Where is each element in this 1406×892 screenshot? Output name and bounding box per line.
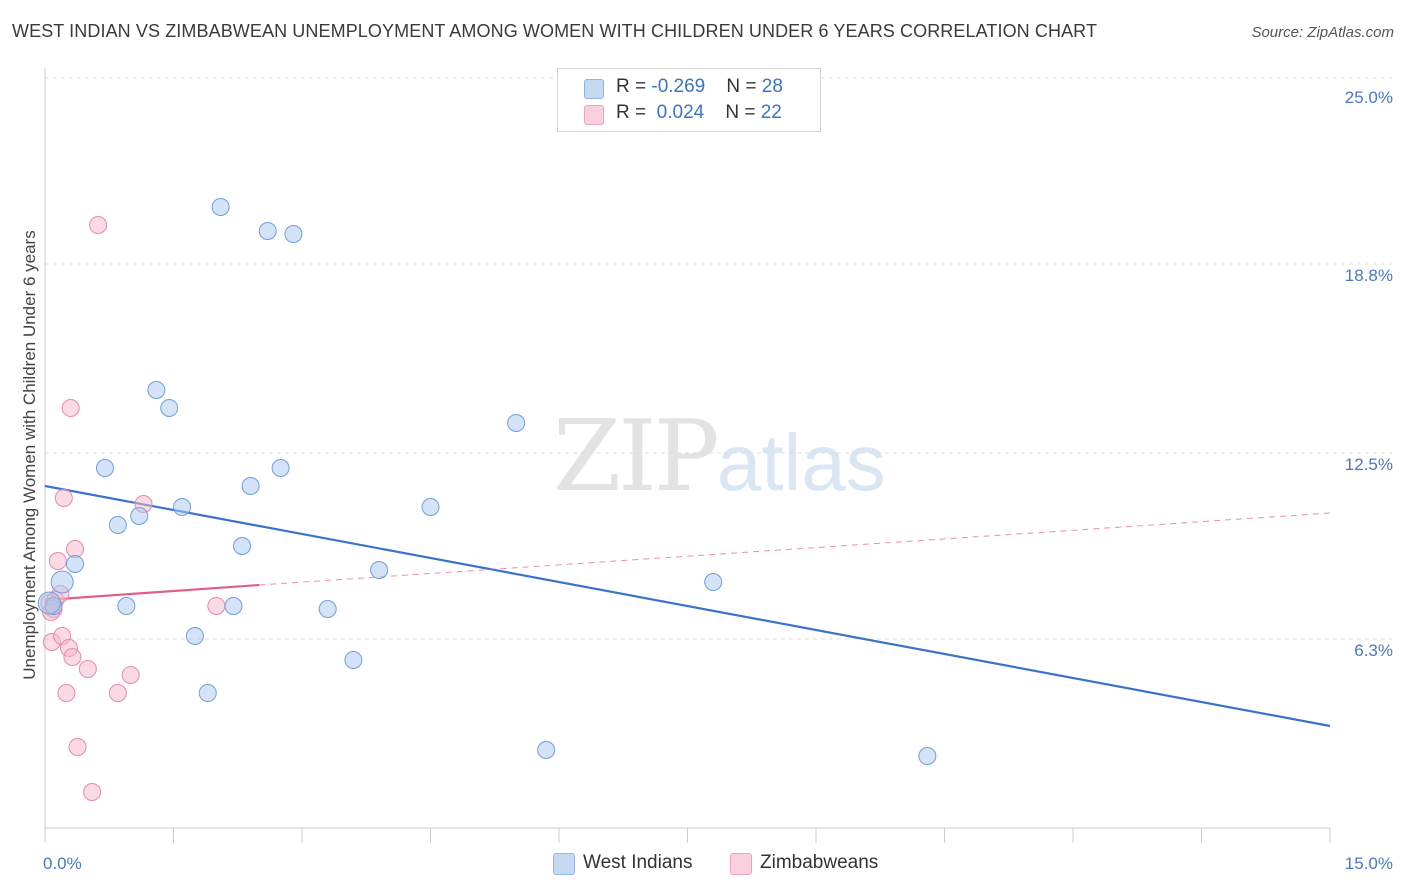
trend-lines — [44, 484, 1331, 728]
point-west-indians — [258, 222, 277, 240]
point-zimbabweans — [57, 684, 76, 702]
legend-r-value: -0.269 — [651, 76, 706, 97]
point-west-indians — [241, 477, 260, 495]
point-west-indians — [233, 537, 252, 555]
legend-swatch-zimbabweans — [584, 105, 604, 125]
point-west-indians — [108, 516, 127, 534]
point-west-indians — [147, 381, 166, 399]
point-west-indians — [271, 459, 290, 477]
bottom-legend-swatch-west-indians — [553, 853, 575, 875]
legend-swatch-west-indians — [584, 79, 604, 99]
point-zimbabweans — [89, 216, 108, 234]
point-west-indians — [344, 651, 363, 669]
point-west-indians — [704, 573, 723, 591]
x-tick-label: 0.0% — [43, 854, 82, 873]
bottom-legend-label: Zimbabweans — [760, 852, 879, 873]
point-west-indians — [318, 600, 337, 618]
gridlines — [45, 77, 1392, 640]
point-west-indians — [370, 561, 389, 579]
point-west-indians — [160, 399, 179, 417]
point-west-indians — [421, 498, 440, 516]
point-zimbabweans — [54, 489, 73, 507]
point-zimbabweans — [61, 399, 80, 417]
point-zimbabweans — [78, 660, 97, 678]
data-points — [37, 198, 937, 801]
y-tick-label: 12.5% — [1345, 455, 1393, 474]
point-west-indians — [507, 414, 526, 432]
point-west-indians — [37, 591, 61, 615]
x-tick-label: 15.0% — [1345, 854, 1393, 873]
y-tick-label: 6.3% — [1354, 641, 1393, 660]
bottom-legend-label: West Indians — [583, 852, 693, 873]
point-west-indians — [50, 570, 74, 594]
trend-line-zimbabweans — [44, 583, 260, 602]
point-zimbabweans — [68, 738, 87, 756]
point-zimbabweans — [121, 666, 140, 684]
source-label: Source: ZipAtlas.com — [1251, 24, 1394, 41]
point-zimbabweans — [65, 540, 84, 558]
legend-n-value: 28 — [761, 76, 783, 97]
point-west-indians — [537, 741, 556, 759]
point-west-indians — [117, 597, 136, 615]
y-tick-label: 18.8% — [1345, 266, 1393, 285]
legend-n-value: 22 — [760, 102, 782, 123]
point-zimbabweans — [207, 597, 226, 615]
legend-r-value: 0.024 — [651, 102, 705, 123]
point-west-indians — [173, 498, 192, 516]
point-west-indians — [284, 225, 303, 243]
legend-n-label: N = — [726, 76, 762, 97]
trend-line-west-indians — [44, 484, 1331, 728]
legend-r-label: R = — [616, 76, 652, 97]
point-west-indians — [65, 555, 84, 573]
point-west-indians — [198, 684, 217, 702]
point-west-indians — [95, 459, 114, 477]
point-zimbabweans — [48, 552, 67, 570]
point-zimbabweans — [108, 684, 127, 702]
point-zimbabweans — [63, 648, 82, 666]
legend-n-label: N = — [725, 102, 761, 123]
axes — [44, 68, 1331, 843]
watermark-atlas: atlas — [716, 418, 886, 507]
point-west-indians — [211, 198, 230, 216]
y-tick-labels: 6.3% 12.5% 18.8% 25.0% — [1345, 88, 1393, 660]
watermark-zip: ZIP — [553, 400, 720, 514]
bottom-legend-swatch-zimbabweans — [730, 853, 752, 875]
y-tick-label: 25.0% — [1345, 88, 1393, 107]
legend-r-label: R = — [616, 102, 652, 123]
trend-line-zimbabweans-dashed — [259, 512, 1331, 586]
watermark: ZIPatlas — [553, 400, 886, 514]
point-zimbabweans — [83, 783, 102, 801]
point-west-indians — [130, 507, 149, 525]
x-tick-labels: 0.0% 15.0% — [43, 854, 1393, 873]
point-west-indians — [918, 747, 937, 765]
stats-legend: R = -0.269 N = 28 R = 0.024 N = 22 — [557, 68, 821, 132]
point-west-indians — [185, 627, 204, 645]
chart-title: WEST INDIAN VS ZIMBABWEAN UNEMPLOYMENT A… — [12, 21, 1098, 41]
point-west-indians — [224, 597, 243, 615]
